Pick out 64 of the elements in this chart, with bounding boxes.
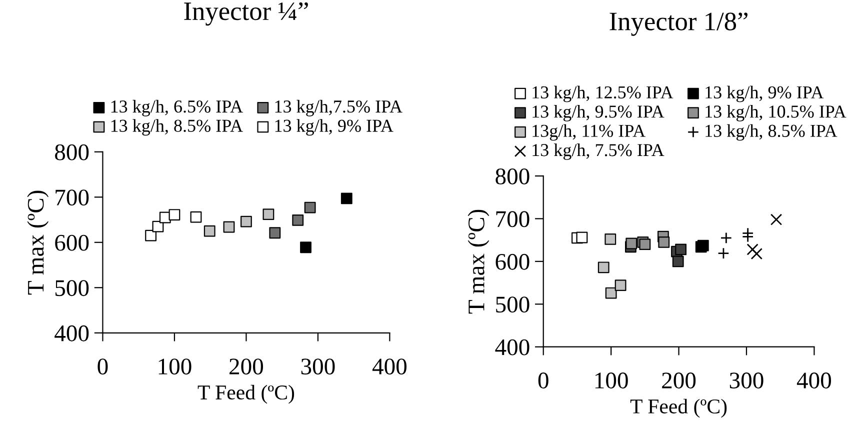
legend-label: 13 kg/h, 12.5% IPA xyxy=(532,86,674,102)
point xyxy=(168,209,180,220)
chart-title: Inyector ¼” xyxy=(184,2,308,26)
x-tick-label: 0 xyxy=(538,372,548,388)
point xyxy=(639,238,651,250)
y-tick-label: 800 xyxy=(496,168,530,184)
legend-label: 13g/h, 11% IPA xyxy=(532,124,646,141)
point xyxy=(675,244,687,256)
point xyxy=(626,238,638,250)
point xyxy=(746,244,758,256)
point xyxy=(750,248,762,260)
y-tick-label: 500 xyxy=(496,296,530,313)
x-tick-label: 400 xyxy=(796,372,831,388)
legend-label: 13 kg/h, 9% IPA xyxy=(706,86,824,102)
legend-label: 13 kg/h, 9.5% IPA xyxy=(532,105,664,122)
y-tick-label: 400 xyxy=(54,325,89,342)
legend-label: 13 kg/h, 8.5% IPA xyxy=(111,119,243,136)
x-tick-label: 200 xyxy=(662,372,696,388)
point xyxy=(204,225,216,237)
y-tick-label: 600 xyxy=(496,254,530,270)
point xyxy=(604,233,616,245)
point xyxy=(672,256,684,268)
legend-label: 13 kg/h, 10.5% IPA xyxy=(706,105,846,122)
x-tick-label: 0 xyxy=(98,358,108,375)
point xyxy=(720,232,732,244)
point xyxy=(718,247,730,260)
y-tick-label: 400 xyxy=(495,339,530,356)
legend-label: 13 kg/h, 8.5% IPA xyxy=(706,124,838,141)
point xyxy=(269,227,281,239)
x-tick-label: 100 xyxy=(595,372,628,388)
x-axis-title: T Feed (ºC) xyxy=(198,384,294,404)
point xyxy=(340,192,352,204)
x-tick-label: 300 xyxy=(301,358,335,375)
x-tick-label: 400 xyxy=(372,358,406,375)
point xyxy=(292,214,304,226)
x-tick-label: 200 xyxy=(230,358,264,375)
point xyxy=(262,208,274,220)
point xyxy=(770,214,782,226)
y-tick-label: 500 xyxy=(55,280,89,296)
point xyxy=(605,287,617,299)
point xyxy=(223,221,235,233)
legend-label: 13 kg/h,7.5% IPA xyxy=(275,100,402,116)
point xyxy=(658,236,670,248)
legend-label: 13 kg/h, 7.5% IPA xyxy=(532,143,664,160)
point xyxy=(190,211,202,223)
y-tick-label: 800 xyxy=(55,144,89,160)
legend-label: 13 kg/h, 6.5% IPA xyxy=(111,100,243,116)
point xyxy=(145,230,156,242)
y-axis-title: T max (ºC) xyxy=(468,210,490,314)
y-tick-label: 700 xyxy=(496,211,530,228)
point xyxy=(304,202,316,214)
y-tick-label: 700 xyxy=(56,190,89,206)
point xyxy=(300,242,312,254)
point xyxy=(240,216,252,228)
x-tick-label: 300 xyxy=(730,372,764,388)
point xyxy=(614,280,626,292)
chart-title: Inyector 1/8” xyxy=(610,12,748,36)
y-axis-title: T max (ºC) xyxy=(27,190,49,295)
x-tick-label: 100 xyxy=(158,358,192,375)
legend-label: 13 kg/h, 9% IPA xyxy=(275,119,394,136)
x-axis-title: T Feed (ºC) xyxy=(630,398,727,418)
point xyxy=(576,232,588,244)
point xyxy=(598,262,610,274)
y-tick-label: 600 xyxy=(55,234,89,251)
